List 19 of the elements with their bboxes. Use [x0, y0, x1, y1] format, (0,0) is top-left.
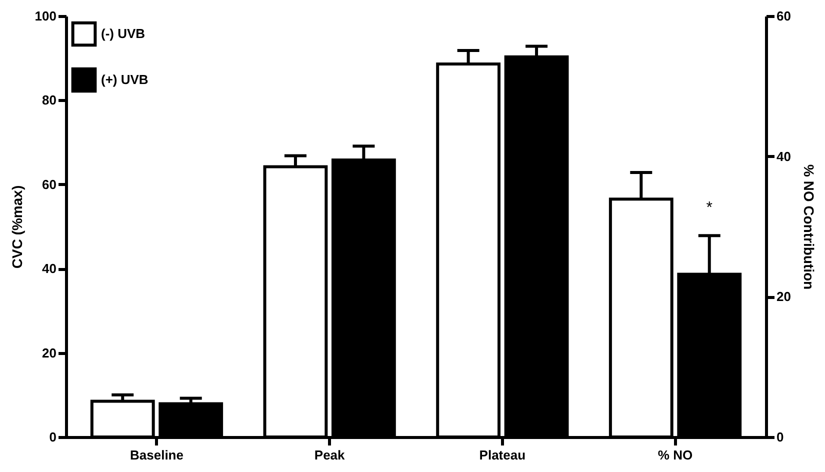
- y-axis-title: CVC (%max): [8, 185, 25, 269]
- x-tick-label: % NO: [658, 448, 693, 462]
- legend-label: (+) UVB: [101, 72, 148, 87]
- x-tick-label: Peak: [314, 448, 346, 462]
- y-tick-label: 80: [42, 92, 56, 108]
- y2-axis-title: % NO Contribution: [800, 164, 817, 290]
- x-tick-label: Plateau: [479, 448, 526, 462]
- y-tick-label: 20: [42, 345, 56, 360]
- annotation: *: [706, 200, 712, 217]
- y2-tick-label: 60: [776, 8, 791, 24]
- legend-label: (-) UVB: [101, 26, 146, 41]
- y2-tick-label: 40: [776, 148, 791, 164]
- y-tick-label: 60: [42, 176, 56, 192]
- y-tick-label: 40: [42, 261, 56, 276]
- y2-tick-label: 20: [776, 289, 791, 304]
- y-tick-label: 100: [34, 8, 56, 24]
- y-tick-label: 0: [49, 430, 56, 444]
- x-tick-label: Baseline: [130, 448, 184, 462]
- y2-tick-label: 0: [776, 430, 784, 444]
